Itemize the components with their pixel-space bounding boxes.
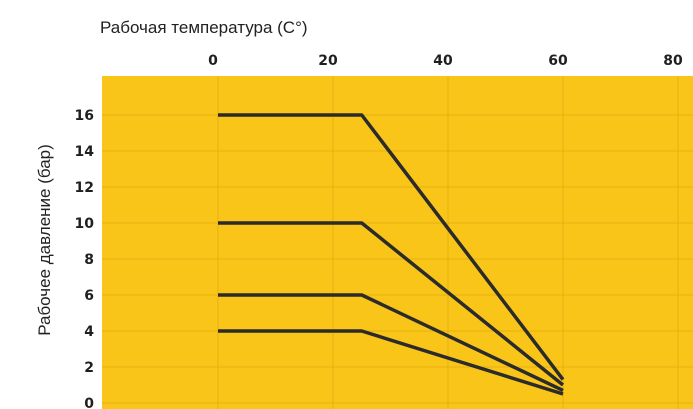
x-axis-title: Рабочая температура (С°) xyxy=(100,18,308,37)
series-line-3 xyxy=(218,293,564,392)
x-tick-label: 0 xyxy=(208,53,218,69)
y-tick-label: 8 xyxy=(84,252,94,268)
x-tick-label: 60 xyxy=(548,53,568,69)
plot-area xyxy=(102,76,693,409)
series-line-2 xyxy=(218,221,565,387)
series-group xyxy=(218,113,565,396)
y-tick-label: 12 xyxy=(75,180,94,196)
y-tick-label: 16 xyxy=(75,108,94,124)
y-tick-label: 2 xyxy=(84,360,94,376)
x-tick-label: 80 xyxy=(663,53,683,69)
y-tick-labels: 0 2 4 6 8 10 12 14 16 xyxy=(75,108,95,409)
x-tick-label: 20 xyxy=(318,53,338,69)
grid xyxy=(102,76,693,409)
y-axis-title: Рабочее давление (бар) xyxy=(35,144,54,336)
y-tick-label: 0 xyxy=(84,396,94,409)
series-line-1 xyxy=(218,113,565,381)
y-tick-label: 14 xyxy=(75,144,95,160)
y-tick-label: 10 xyxy=(75,216,95,232)
x-tick-label: 40 xyxy=(433,53,453,69)
y-tick-label: 4 xyxy=(84,324,94,340)
y-tick-label: 6 xyxy=(84,288,94,304)
x-tick-labels: 0 20 40 60 80 xyxy=(208,53,683,69)
series-line-4 xyxy=(218,329,564,396)
